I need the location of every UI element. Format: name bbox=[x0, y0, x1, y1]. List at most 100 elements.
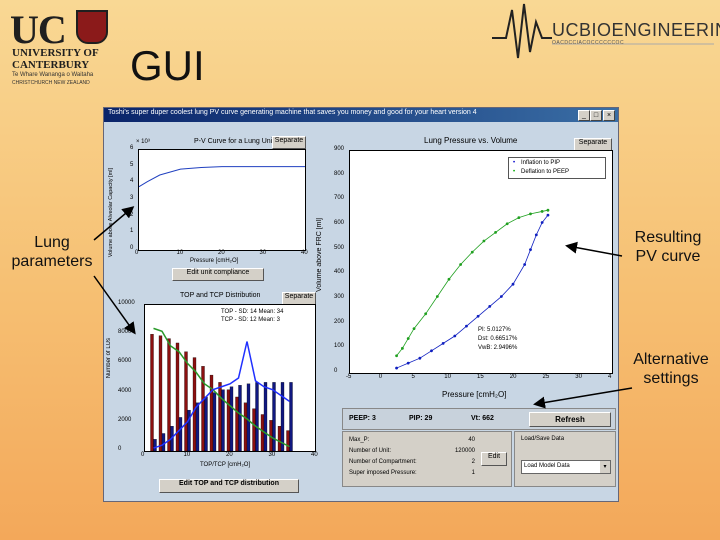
distribution-ytick: 4000 bbox=[118, 387, 132, 394]
uc-crest-icon bbox=[76, 10, 108, 44]
lung-pv-xtick: 5 bbox=[411, 374, 415, 380]
tcp-bar bbox=[263, 382, 268, 452]
distribution-legend-tcp: TCP - SD: 12 Mean: 3 bbox=[221, 317, 280, 323]
load-model-select[interactable]: Load Model Data ▾ bbox=[521, 460, 611, 474]
tcp-bar bbox=[289, 382, 293, 452]
param-label: Super imposed Pressure: bbox=[349, 470, 417, 476]
inflation-point bbox=[488, 305, 492, 308]
top-bar bbox=[226, 389, 231, 452]
app-window: Toshi's super duper coolest lung PV curv… bbox=[103, 107, 619, 502]
slide-title: GUI bbox=[130, 42, 205, 89]
param-value: 40 bbox=[468, 437, 475, 443]
unit-pv-xtick: 20 bbox=[218, 250, 225, 256]
uc-logo-line1: UNIVERSITY OF bbox=[12, 47, 99, 59]
window-title: Toshi's super duper coolest lung PV curv… bbox=[108, 109, 477, 116]
legend-deflation: Deflation to PEEP bbox=[521, 169, 570, 175]
tcp-bar bbox=[246, 383, 251, 452]
distribution-xtick: 30 bbox=[268, 452, 276, 458]
top-bar bbox=[209, 374, 214, 452]
inflation-point bbox=[529, 248, 532, 252]
lung-pv-axes: • Inflation to PIP • Deflation to PEEP P… bbox=[349, 150, 613, 374]
inflation-point bbox=[395, 366, 398, 370]
distribution-ylabel: Number of LUs bbox=[106, 338, 112, 379]
edit-top-tcp-button[interactable]: Edit TOP and TCP distribution bbox=[159, 479, 299, 493]
lung-pv-ytick: 800 bbox=[334, 170, 345, 177]
bioengineering-logo-text: UCBIOENGINEERING bbox=[552, 20, 720, 40]
param-value: 2 bbox=[471, 459, 475, 465]
unit-pv-xlabel: Pressure [cmH₂O] bbox=[190, 258, 239, 264]
deflation-point bbox=[395, 354, 398, 358]
lung-pv-ytick: 0 bbox=[334, 368, 338, 374]
deflation-point bbox=[529, 212, 532, 216]
unit-pv-ytick: 2 bbox=[130, 211, 134, 218]
inflation-point bbox=[418, 356, 422, 360]
tcp-bar bbox=[280, 382, 285, 452]
inflation-point bbox=[406, 361, 410, 365]
pip-value: PIP: 29 bbox=[409, 415, 433, 422]
refresh-button[interactable]: Refresh bbox=[529, 412, 611, 427]
top-bar bbox=[167, 338, 171, 452]
inflation-point bbox=[546, 213, 550, 217]
inflation-point bbox=[476, 314, 480, 318]
callout-pv-curve: Resulting PV curve bbox=[634, 229, 702, 265]
tcp-bar bbox=[272, 382, 276, 452]
lung-pv-ytick: 400 bbox=[334, 269, 345, 276]
deflation-point bbox=[447, 277, 451, 281]
minimize-button[interactable]: _ bbox=[578, 110, 590, 121]
load-save-panel: Load/Save Data Load Model Data ▾ bbox=[514, 431, 616, 487]
distribution-legend-top: TOP - SD: 14 Mean: 34 bbox=[221, 309, 284, 315]
tcp-bar bbox=[255, 382, 259, 452]
unit-pv-exponent: × 10³ bbox=[136, 139, 150, 145]
top-bar bbox=[218, 382, 222, 452]
deflation-point bbox=[470, 250, 474, 254]
separate-unit-plot-button[interactable]: Separate bbox=[272, 136, 306, 149]
top-fit-line bbox=[153, 327, 290, 448]
lung-pv-ytick: 900 bbox=[334, 146, 345, 152]
deflation-point bbox=[494, 231, 497, 234]
deflation-point bbox=[412, 327, 416, 330]
deflation-line bbox=[396, 209, 549, 356]
lung-pv-xtick: 10 bbox=[444, 374, 451, 380]
unit-pv-ytick: 0 bbox=[130, 245, 134, 251]
deflation-point bbox=[435, 295, 439, 298]
distribution-ytick: 0 bbox=[118, 446, 122, 452]
unit-pv-line bbox=[138, 166, 305, 188]
top-bar bbox=[150, 334, 154, 452]
bioengineering-logo-subtitle: OACDCCIACOCCCCCCOC bbox=[552, 40, 625, 46]
uc-logo-letters: UC bbox=[10, 7, 67, 52]
deflation-point bbox=[459, 263, 463, 266]
param-label: Number of Compartment: bbox=[349, 459, 417, 465]
edit-parameters-button[interactable]: Edit bbox=[481, 452, 507, 466]
inflation-point bbox=[441, 342, 445, 345]
chevron-down-icon[interactable]: ▾ bbox=[600, 461, 610, 473]
vt-value: Vt: 662 bbox=[471, 415, 494, 422]
lung-pv-xtick: 0 bbox=[378, 374, 383, 380]
deflation-point bbox=[401, 346, 404, 350]
maximize-button[interactable]: □ bbox=[590, 110, 602, 121]
distribution-xtick: 0 bbox=[141, 452, 145, 458]
edit-unit-compliance-button[interactable]: Edit unit compliance bbox=[172, 268, 264, 281]
legend-inflation-marker: • bbox=[513, 160, 516, 166]
top-bar bbox=[243, 402, 248, 452]
close-button[interactable]: × bbox=[603, 110, 615, 121]
lung-pv-xtick: 30 bbox=[575, 374, 582, 380]
unit-pv-xtick: 10 bbox=[176, 250, 184, 256]
tcp-bar bbox=[221, 389, 225, 452]
distribution-xtick: 40 bbox=[311, 452, 318, 458]
load-model-select-value: Load Model Data bbox=[524, 463, 570, 469]
distribution-ytick: 8000 bbox=[118, 329, 132, 336]
lung-pv-chart bbox=[395, 208, 550, 370]
distribution-axes: TOP - SD: 14 Mean: 34 TCP - SD: 12 Mean:… bbox=[144, 304, 316, 452]
uc-logo-country: CHRISTCHURCH NEW ZEALAND bbox=[12, 80, 90, 86]
distribution-title: TOP and TCP Distribution bbox=[180, 292, 261, 299]
lung-pv-xtick: 20 bbox=[509, 374, 517, 380]
top-bar bbox=[286, 430, 290, 452]
param-value: 1 bbox=[471, 470, 475, 476]
tcp-bar bbox=[187, 409, 191, 452]
deflation-point bbox=[517, 216, 521, 219]
parameters-panel: Max_P: 40 Number of Unit: 120000 Number of C… bbox=[342, 431, 512, 487]
unit-pv-ytick: 5 bbox=[130, 161, 134, 168]
tcp-bar bbox=[204, 396, 208, 452]
lung-pv-ytick: 300 bbox=[334, 294, 345, 300]
window-titlebar[interactable]: Toshi's super duper coolest lung PV curv… bbox=[104, 108, 618, 122]
